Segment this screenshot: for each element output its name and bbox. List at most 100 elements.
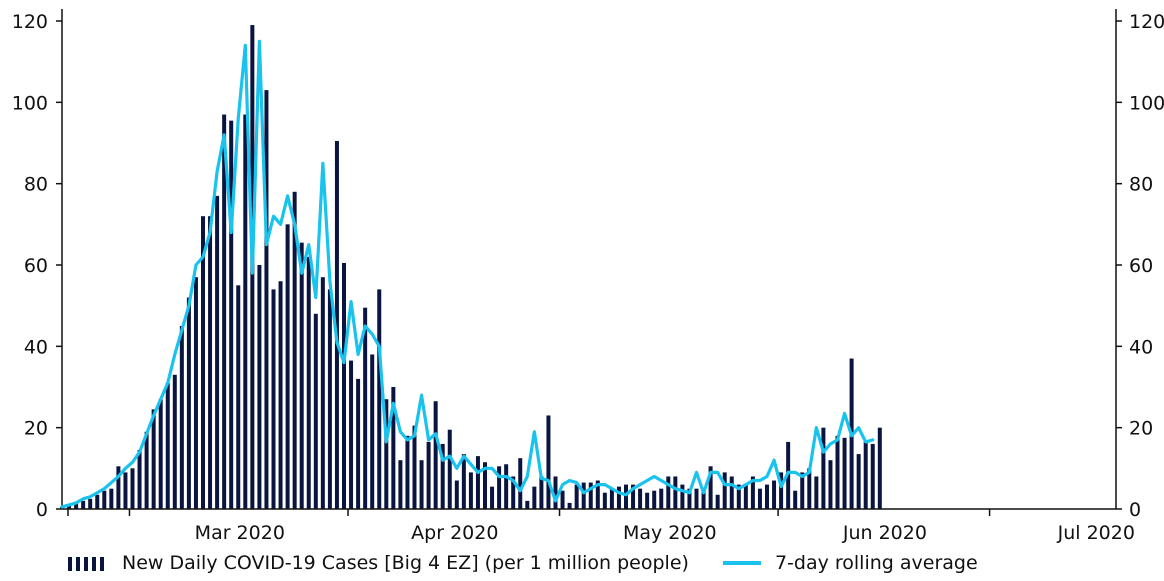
bar-daily-cases [461, 454, 466, 509]
bar-daily-cases [546, 415, 551, 509]
bar-daily-cases [370, 354, 375, 509]
legend-label-average: 7-day rolling average [774, 552, 978, 574]
bar-daily-cases [257, 265, 262, 509]
bar-daily-cases [609, 488, 614, 509]
bar-daily-cases [765, 484, 769, 509]
bar-daily-cases [638, 488, 643, 509]
line-rolling-average [60, 39, 875, 509]
bar-daily-cases [74, 502, 79, 509]
bar-daily-cases [504, 464, 509, 509]
bar-daily-cases [870, 443, 875, 509]
bar-daily-cases [729, 476, 734, 509]
bar-daily-cases [490, 486, 495, 509]
legend-label-cases: New Daily COVID-19 Cases [Big 4 EZ] (per… [122, 552, 689, 574]
bar-daily-cases [715, 494, 720, 509]
bar-daily-cases [588, 482, 593, 509]
x-tick-label-month: Jun 2020 [842, 522, 927, 544]
bar-daily-cases [201, 216, 205, 509]
bar-daily-cases [454, 480, 459, 509]
bar-daily-cases [757, 488, 762, 509]
bar-daily-cases [285, 224, 290, 509]
bar-daily-cases [426, 441, 431, 509]
bar-daily-cases [581, 482, 586, 509]
x-tick-label-month: Mar 2020 [195, 522, 285, 544]
bar-daily-cases [779, 472, 784, 509]
bar-daily-cases [278, 281, 283, 509]
bar-daily-cases [673, 476, 678, 509]
bars-layer [60, 25, 882, 510]
bar-daily-cases [772, 480, 777, 509]
bar-daily-cases [320, 277, 325, 509]
bar-daily-cases [81, 500, 86, 509]
bar-daily-cases [525, 500, 530, 509]
x-tick-label-month: Jul 2020 [1057, 522, 1135, 544]
bar-daily-cases [800, 472, 805, 509]
bar-daily-cases [750, 476, 755, 509]
bar-daily-cases [109, 488, 114, 509]
y-tick-label-right: 100 [1129, 92, 1164, 114]
bar-daily-cases [215, 195, 220, 509]
y-tick-label-left: 100 [12, 92, 48, 114]
y-tick-label-right: 0 [1129, 499, 1141, 521]
bar-daily-cases [398, 460, 403, 509]
bar-daily-cases [835, 435, 840, 509]
bar-daily-cases [483, 462, 487, 509]
bar-daily-cases [842, 437, 847, 509]
bar-daily-cases [701, 490, 706, 509]
y-tick-label-left: 60 [24, 255, 48, 277]
rolling-average-layer [60, 39, 875, 509]
y-tick-label-left: 40 [24, 336, 48, 358]
bar-daily-cases [313, 313, 318, 509]
bar-daily-cases [405, 435, 410, 509]
bar-daily-cases [539, 476, 544, 509]
bar-daily-cases [532, 486, 537, 509]
bar-daily-cases [447, 429, 452, 509]
bar-daily-cases [659, 488, 664, 509]
legend-item-average: 7-day rolling average [722, 552, 978, 574]
bar-daily-cases [602, 492, 607, 509]
y-tick-label-right: 80 [1129, 174, 1153, 196]
bar-daily-cases [243, 114, 248, 509]
bar-daily-cases [236, 285, 241, 509]
bar-daily-cases [574, 484, 579, 509]
bar-daily-cases [377, 289, 382, 509]
legend: New Daily COVID-19 Cases [Big 4 EZ] (per… [68, 552, 978, 574]
y-tick-label-right: 120 [1129, 11, 1164, 33]
bar-daily-cases [419, 460, 424, 509]
bar-daily-cases [356, 378, 361, 509]
bar-daily-cases [497, 466, 502, 509]
bar-daily-cases [130, 468, 135, 509]
y-tick-label-left: 120 [12, 11, 48, 33]
bar-daily-cases [137, 450, 142, 509]
bar-daily-cases [144, 431, 149, 509]
bar-daily-cases [793, 490, 798, 509]
bar-daily-cases [327, 289, 332, 509]
bar-daily-cases [736, 484, 741, 509]
bar-daily-cases [292, 191, 297, 510]
bar-daily-cases [349, 360, 354, 509]
bar-daily-cases [342, 262, 346, 509]
bar-daily-cases [863, 441, 868, 509]
bar-daily-cases [186, 297, 191, 509]
bar-daily-cases [95, 494, 100, 509]
bar-daily-cases [229, 120, 234, 509]
bar-daily-cases [645, 492, 650, 509]
y-tick-label-left: 80 [24, 174, 48, 196]
y-tick-label-right: 40 [1129, 336, 1153, 358]
bar-daily-cases [208, 216, 213, 509]
bar-daily-cases [264, 90, 269, 509]
bar-daily-cases [828, 460, 833, 509]
bar-daily-cases [271, 289, 276, 509]
bar-daily-cases [363, 307, 368, 509]
bar-daily-cases [151, 409, 156, 509]
bar-daily-cases [440, 443, 445, 509]
bar-daily-cases [172, 374, 177, 509]
bar-daily-cases [652, 490, 657, 509]
line-swatch-icon [722, 561, 761, 565]
bar-daily-cases [666, 476, 671, 509]
bar-daily-cases [518, 458, 523, 509]
bar-daily-cases [814, 476, 819, 509]
y-tick-label-left: 0 [36, 499, 48, 521]
bar-daily-cases [334, 140, 339, 509]
